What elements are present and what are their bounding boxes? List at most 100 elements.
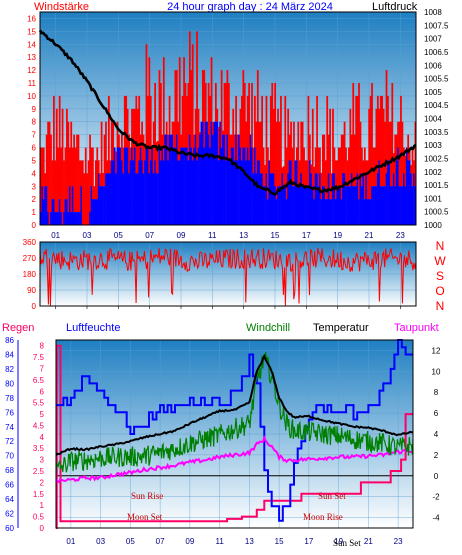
rain-tick-label: 4 <box>40 433 45 442</box>
average-bar <box>363 199 366 225</box>
average-bar <box>206 121 209 225</box>
gust-bar <box>107 95 110 174</box>
gust-bar <box>48 121 51 225</box>
average-bar <box>196 160 198 225</box>
average-bar <box>259 173 262 225</box>
gust-bar <box>411 147 414 187</box>
average-bar <box>110 160 113 225</box>
gust-bar <box>138 95 141 161</box>
wind-tick-label: 16 <box>27 14 36 23</box>
average-bar <box>155 173 158 225</box>
average-bar <box>51 199 54 225</box>
average-bar <box>197 147 200 225</box>
average-bar <box>319 173 321 225</box>
average-bar <box>175 134 178 225</box>
average-bar <box>126 147 129 225</box>
average-bar <box>350 173 353 225</box>
average-bar <box>352 186 355 225</box>
temp-x-tick-label: 13 <box>245 537 254 546</box>
gust-bar <box>222 130 224 135</box>
gust-bar <box>158 70 161 148</box>
average-bar <box>401 186 404 225</box>
gust-bar <box>378 108 381 161</box>
average-bar <box>103 186 106 225</box>
gust-bar <box>320 172 323 200</box>
average-bar <box>288 160 291 225</box>
average-bar <box>375 186 378 225</box>
gust-bar <box>105 121 107 174</box>
gust-bar <box>365 160 368 174</box>
gust-bar <box>80 160 83 187</box>
average-bar <box>90 186 93 225</box>
average-bar <box>203 147 206 225</box>
average-bar <box>336 186 339 225</box>
gust-bar <box>264 165 266 187</box>
gust-bar <box>332 108 334 174</box>
average-bar <box>55 212 58 225</box>
average-bar <box>187 160 190 225</box>
average-bar <box>232 147 235 225</box>
gust-bar <box>83 173 86 225</box>
average-bar <box>190 147 193 225</box>
gust-bar <box>346 160 349 187</box>
rain-axis: 0 0.5 1 1.5 2 2.5 3 3.5 4 4.5 5 5.5 6 6.5 7 7.5 8 <box>33 342 45 533</box>
gust-bar <box>327 134 330 174</box>
gust-bar <box>147 95 149 148</box>
average-bar <box>191 160 194 225</box>
gust-bar <box>243 83 246 148</box>
temperature-line <box>55 353 414 456</box>
average-bar <box>291 186 294 225</box>
average-bar <box>50 212 52 225</box>
average-bar <box>177 160 180 225</box>
gust-bar <box>246 95 249 148</box>
gust-bar <box>267 147 269 200</box>
average-bar <box>170 134 172 225</box>
gust-bar <box>348 147 350 187</box>
average-bar <box>223 134 226 225</box>
gust-bar <box>197 108 200 148</box>
gust-bar <box>239 108 242 148</box>
average-bar <box>106 173 109 225</box>
gust-bar <box>379 95 382 187</box>
average-bar <box>233 160 236 225</box>
average-bar <box>349 186 352 225</box>
average-bar <box>181 147 184 225</box>
direction-tick-label: 180 <box>23 270 37 279</box>
gust-bar <box>385 70 388 174</box>
average-bar <box>63 212 65 225</box>
humidity-tick-label: 64 <box>5 495 14 504</box>
average-bar <box>134 147 136 225</box>
gust-bar <box>54 160 57 213</box>
average-bar <box>167 160 170 225</box>
wind-tick-label: 4 <box>32 169 37 178</box>
average-bar <box>402 173 405 225</box>
gust-bar <box>210 57 213 122</box>
average-bar <box>102 186 104 225</box>
temp-x-tick-label: 09 <box>185 537 194 546</box>
humidity-tick-label: 84 <box>5 350 14 359</box>
average-bar <box>129 160 132 225</box>
gust-bar <box>242 70 245 148</box>
average-bar <box>178 160 181 225</box>
average-bar <box>348 186 350 225</box>
gust-bar <box>229 134 232 161</box>
gust-bar <box>353 134 356 187</box>
gust-bar <box>295 147 298 161</box>
wind-tick-label: 10 <box>27 92 36 101</box>
average-bar <box>94 199 97 225</box>
gust-bar <box>308 134 311 161</box>
wind-panel-frame <box>39 11 417 226</box>
average-bar <box>135 173 138 225</box>
average-bar <box>322 186 324 225</box>
average-bar <box>411 186 414 225</box>
gust-bar <box>103 134 106 187</box>
gust-bar <box>190 70 193 148</box>
average-bar <box>171 134 174 225</box>
gust-bar <box>307 95 310 187</box>
gust-bar <box>63 160 65 213</box>
gust-bar <box>400 95 402 187</box>
gust-bar <box>342 134 344 174</box>
gust-bar <box>102 172 104 187</box>
gust-bar <box>118 134 120 148</box>
gust-bar <box>306 160 308 187</box>
